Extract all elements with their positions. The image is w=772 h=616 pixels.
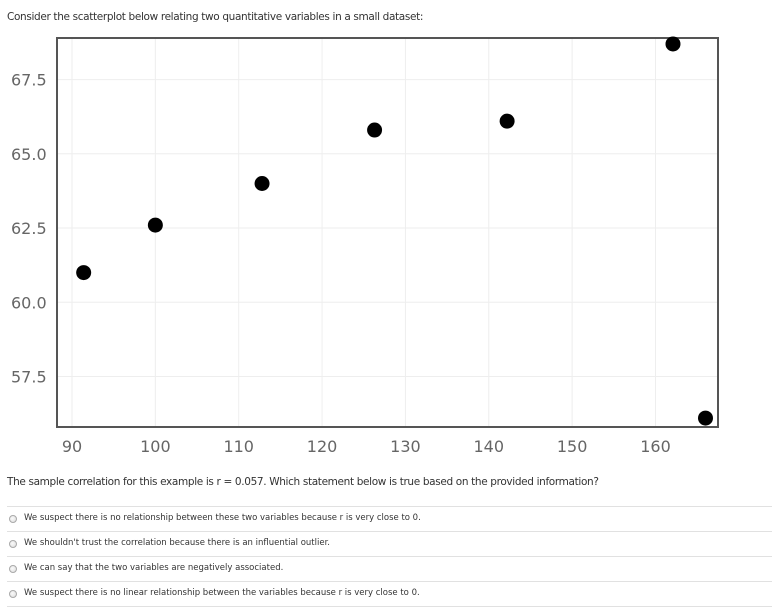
scatter-point	[367, 122, 383, 138]
x-tick-label: 160	[640, 437, 671, 456]
answer-option-4[interactable]: We suspect there is no linear relationsh…	[7, 581, 772, 607]
y-tick-label: 67.5	[11, 71, 47, 90]
scatter-point	[147, 217, 163, 233]
scatter-point	[499, 113, 515, 129]
scatter-point	[665, 36, 681, 52]
plot-area	[57, 38, 718, 427]
plot-frame	[56, 37, 719, 428]
radio-button-icon[interactable]	[9, 515, 17, 523]
answer-options: We suspect there is no relationship betw…	[7, 506, 772, 607]
y-tick-label: 65.0	[11, 145, 47, 164]
radio-button-icon[interactable]	[9, 565, 17, 573]
scatter-point	[254, 176, 270, 192]
answer-option-label: We suspect there is no relationship betw…	[24, 513, 421, 523]
y-tick-label: 57.5	[11, 368, 47, 387]
scatter-point	[697, 410, 713, 426]
y-tick-label: 62.5	[11, 219, 47, 238]
answer-option-3[interactable]: We can say that the two variables are ne…	[7, 556, 772, 581]
x-tick-label: 110	[223, 437, 254, 456]
x-tick-label: 90	[62, 437, 82, 456]
x-tick-label: 120	[307, 437, 338, 456]
answer-option-1[interactable]: We suspect there is no relationship betw…	[7, 506, 772, 531]
radio-button-icon[interactable]	[9, 540, 17, 548]
answer-option-label: We shouldn't trust the correlation becau…	[24, 538, 330, 548]
x-tick-label: 150	[557, 437, 588, 456]
question-text: The sample correlation for this example …	[7, 476, 599, 488]
question-prompt: Consider the scatterplot below relating …	[7, 11, 424, 23]
x-tick-label: 130	[390, 437, 421, 456]
answer-option-label: We can say that the two variables are ne…	[24, 563, 284, 573]
radio-button-icon[interactable]	[9, 590, 17, 598]
x-tick-label: 100	[140, 437, 171, 456]
x-tick-label: 140	[474, 437, 505, 456]
scatterplot-chart: 90 100 110 120 130 140 150 160 57.5 60.0 62.5 65.0 6…	[0, 30, 772, 470]
scatterplot-svg: 90 100 110 120 130 140 150 160 57.5 60.0 62.5 65.0 6…	[11, 36, 719, 456]
answer-option-2[interactable]: We shouldn't trust the correlation becau…	[7, 531, 772, 556]
answer-option-label: We suspect there is no linear relationsh…	[24, 588, 420, 598]
scatter-point	[76, 265, 92, 281]
y-tick-label: 60.0	[11, 293, 47, 312]
